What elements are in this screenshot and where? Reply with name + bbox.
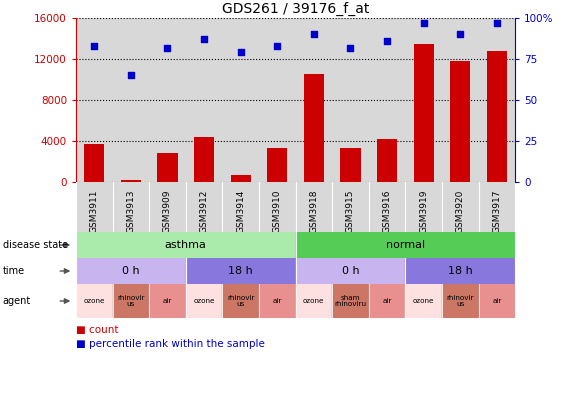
Text: GSM3914: GSM3914 — [236, 190, 245, 233]
Bar — [479, 284, 515, 318]
Point — [383, 38, 392, 44]
Point — [346, 44, 355, 51]
Text: GSM3913: GSM3913 — [127, 190, 135, 233]
Bar — [369, 284, 405, 318]
Bar — [414, 44, 434, 182]
Text: 18 h: 18 h — [448, 266, 472, 276]
Point — [310, 31, 319, 38]
Bar — [121, 180, 141, 182]
Bar — [84, 144, 104, 182]
Text: rhinovir
us: rhinovir us — [446, 295, 474, 307]
Text: 0 h: 0 h — [122, 266, 140, 276]
Text: GSM3918: GSM3918 — [310, 190, 318, 233]
Point — [200, 36, 209, 42]
Text: air: air — [492, 298, 502, 304]
Text: time: time — [3, 266, 25, 276]
Bar — [222, 284, 259, 318]
Text: rhinovir
us: rhinovir us — [227, 295, 254, 307]
Point — [126, 72, 136, 78]
Bar — [296, 284, 332, 318]
Text: GSM3909: GSM3909 — [163, 190, 172, 233]
Point — [163, 44, 172, 51]
Bar — [341, 148, 360, 182]
Bar — [296, 258, 405, 284]
Text: GSM3917: GSM3917 — [493, 190, 501, 233]
Bar — [377, 139, 397, 182]
Text: GSM3912: GSM3912 — [200, 190, 208, 233]
Bar — [450, 61, 470, 182]
Bar — [296, 232, 515, 258]
Text: GSM3919: GSM3919 — [419, 190, 428, 233]
Text: GSM3910: GSM3910 — [273, 190, 282, 233]
Text: sham
rhinoviru: sham rhinoviru — [334, 295, 367, 307]
Text: ozone: ozone — [303, 298, 325, 304]
Bar — [149, 284, 186, 318]
Point — [492, 20, 501, 26]
Text: ozone: ozone — [413, 298, 435, 304]
Bar — [113, 284, 149, 318]
Text: GSM3911: GSM3911 — [90, 190, 99, 233]
Text: ■ count: ■ count — [76, 325, 118, 335]
Bar — [304, 74, 324, 182]
Text: rhinovir
us: rhinovir us — [117, 295, 145, 307]
Text: air: air — [163, 298, 172, 304]
Text: GSM3916: GSM3916 — [383, 190, 391, 233]
Bar — [405, 258, 515, 284]
Text: air: air — [382, 298, 392, 304]
Text: asthma: asthma — [165, 240, 207, 250]
Bar — [186, 284, 222, 318]
Bar — [267, 148, 287, 182]
Text: agent: agent — [3, 296, 31, 306]
Bar — [332, 284, 369, 318]
Point — [273, 43, 282, 49]
Text: normal: normal — [386, 240, 425, 250]
Point — [236, 49, 245, 55]
Text: disease state: disease state — [3, 240, 68, 250]
Bar — [158, 153, 177, 182]
Bar — [231, 175, 251, 182]
Bar — [259, 284, 296, 318]
Point — [90, 43, 99, 49]
Bar — [194, 137, 214, 182]
Text: ozone: ozone — [83, 298, 105, 304]
Text: 18 h: 18 h — [229, 266, 253, 276]
Title: GDS261 / 39176_f_at: GDS261 / 39176_f_at — [222, 2, 369, 15]
Bar — [442, 284, 479, 318]
Text: ■ percentile rank within the sample: ■ percentile rank within the sample — [76, 339, 265, 349]
Bar — [76, 232, 296, 258]
Point — [456, 31, 465, 38]
Text: 0 h: 0 h — [342, 266, 359, 276]
Bar — [76, 258, 186, 284]
Text: air: air — [272, 298, 282, 304]
Bar — [186, 258, 296, 284]
Text: GSM3920: GSM3920 — [456, 190, 464, 233]
Bar — [405, 284, 442, 318]
Point — [419, 20, 428, 26]
Text: ozone: ozone — [193, 298, 215, 304]
Bar — [487, 51, 507, 182]
Bar — [76, 284, 113, 318]
Text: GSM3915: GSM3915 — [346, 190, 355, 233]
